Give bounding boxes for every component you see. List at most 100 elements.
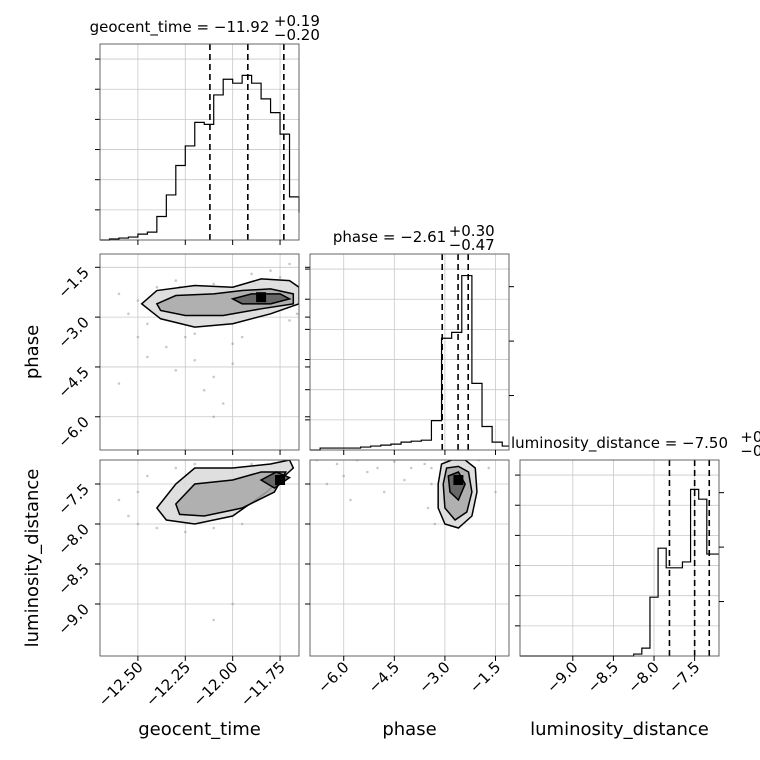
scatter-panel-phase-luminosity_distance bbox=[309, 459, 510, 657]
scatter-point bbox=[155, 526, 159, 530]
scatter-point bbox=[250, 462, 253, 466]
scatter-point bbox=[221, 402, 225, 405]
scatter-point bbox=[430, 466, 433, 470]
hist-panel-geocent_time bbox=[95, 43, 300, 241]
panel-frame bbox=[99, 459, 300, 657]
scatter-point bbox=[250, 272, 253, 276]
scatter-point bbox=[393, 460, 396, 463]
x-tick-label: −12.25 bbox=[142, 658, 194, 710]
hist-panel-phase bbox=[305, 253, 510, 451]
x-tick-label: −6.0 bbox=[314, 658, 352, 696]
grid bbox=[520, 460, 719, 656]
scatter-point bbox=[325, 482, 329, 486]
scatter-point bbox=[136, 522, 140, 526]
scatter-point bbox=[430, 482, 433, 486]
scatter-point bbox=[117, 498, 121, 502]
panel-content bbox=[117, 460, 295, 622]
y-axis-label: phase bbox=[22, 325, 43, 379]
x-tick-label: −7.5 bbox=[665, 658, 703, 696]
scatter-point bbox=[349, 498, 352, 502]
y-tick-label: −9.0 bbox=[54, 600, 92, 638]
scatter-point bbox=[165, 345, 168, 349]
scatter-point bbox=[342, 474, 346, 478]
scatter-point bbox=[494, 490, 497, 494]
scatter-point bbox=[183, 530, 187, 534]
scatter-point bbox=[136, 335, 140, 339]
x-tick-label: −9.0 bbox=[543, 658, 581, 696]
scatter-point bbox=[288, 319, 291, 322]
scatter-point bbox=[136, 490, 140, 494]
hist-step-luminosity_distance bbox=[520, 488, 719, 657]
y-tick-label: −6.0 bbox=[54, 413, 92, 451]
scatter-point bbox=[240, 335, 244, 339]
scatter-point bbox=[146, 322, 149, 326]
hist-panel-luminosity_distance bbox=[515, 459, 720, 657]
scatter-point bbox=[212, 375, 216, 379]
panel-title: phase = −2.61 bbox=[333, 228, 446, 246]
x-axis-label: luminosity_distance bbox=[530, 719, 709, 740]
scatter-point bbox=[231, 602, 234, 606]
scatter-point bbox=[202, 388, 206, 392]
scatter-point bbox=[183, 335, 187, 339]
peak-marker bbox=[275, 475, 286, 485]
x-tick-label: −3.0 bbox=[415, 658, 453, 696]
scatter-point bbox=[174, 279, 178, 282]
scatter-point bbox=[212, 282, 216, 286]
y-tick-label: −8.0 bbox=[54, 520, 92, 558]
scatter-point bbox=[174, 466, 178, 470]
scatter-point bbox=[146, 474, 149, 478]
x-axis-label: phase bbox=[382, 719, 436, 740]
grid bbox=[100, 460, 299, 656]
panel-frame bbox=[309, 253, 510, 451]
scatter-point bbox=[409, 466, 413, 470]
hist-step-geocent_time bbox=[100, 74, 300, 241]
panel-frame bbox=[309, 459, 510, 657]
scatter-point bbox=[212, 526, 216, 530]
title-upper: +0.18 bbox=[740, 428, 760, 446]
scatter-point bbox=[117, 292, 121, 296]
scatter-point bbox=[155, 285, 159, 289]
scatter-point bbox=[127, 514, 130, 518]
x-tick-label: −12.50 bbox=[95, 658, 147, 710]
scatter-panel-geocent_time-phase bbox=[99, 253, 300, 451]
x-tick-label: −12.00 bbox=[190, 658, 242, 710]
x-tick-label: −8.5 bbox=[584, 658, 622, 696]
grid bbox=[310, 460, 509, 656]
scatter-point bbox=[288, 262, 291, 266]
panel-title: luminosity_distance = −7.50 bbox=[511, 434, 728, 453]
panel-frame bbox=[519, 459, 720, 657]
x-tick-label: −1.5 bbox=[466, 658, 504, 696]
scatter-point bbox=[403, 478, 406, 482]
x-tick-label: −11.75 bbox=[237, 658, 289, 710]
scatter-point bbox=[212, 415, 216, 419]
scatter-point bbox=[136, 299, 140, 302]
y-tick-label: −7.5 bbox=[54, 480, 92, 518]
scatter-point bbox=[193, 332, 197, 336]
scatter-point bbox=[335, 462, 339, 466]
scatter-point bbox=[117, 382, 121, 385]
hist-step-phase bbox=[310, 274, 509, 451]
peak-marker bbox=[256, 292, 267, 303]
scatter-point bbox=[278, 275, 282, 279]
y-tick-label: −1.5 bbox=[54, 263, 92, 301]
scatter-point bbox=[240, 522, 244, 526]
scatter-point bbox=[212, 618, 216, 622]
scatter-point bbox=[146, 355, 149, 359]
panel-content bbox=[117, 262, 299, 419]
x-axis-label: geocent_time bbox=[138, 719, 261, 740]
x-tick-label: −4.5 bbox=[365, 658, 403, 696]
scatter-point bbox=[487, 466, 491, 470]
scatter-point bbox=[426, 506, 430, 510]
title-lower: −0.20 bbox=[274, 26, 320, 44]
y-tick-label: −8.5 bbox=[54, 560, 92, 598]
scatter-point bbox=[433, 522, 437, 526]
scatter-point bbox=[174, 368, 178, 372]
title-lower: −0.47 bbox=[449, 236, 495, 254]
panel-content bbox=[315, 460, 497, 529]
scatter-point bbox=[231, 362, 234, 365]
x-tick-label: −8.0 bbox=[624, 658, 662, 696]
title-upper: +0.19 bbox=[274, 12, 320, 30]
grid bbox=[100, 44, 299, 240]
